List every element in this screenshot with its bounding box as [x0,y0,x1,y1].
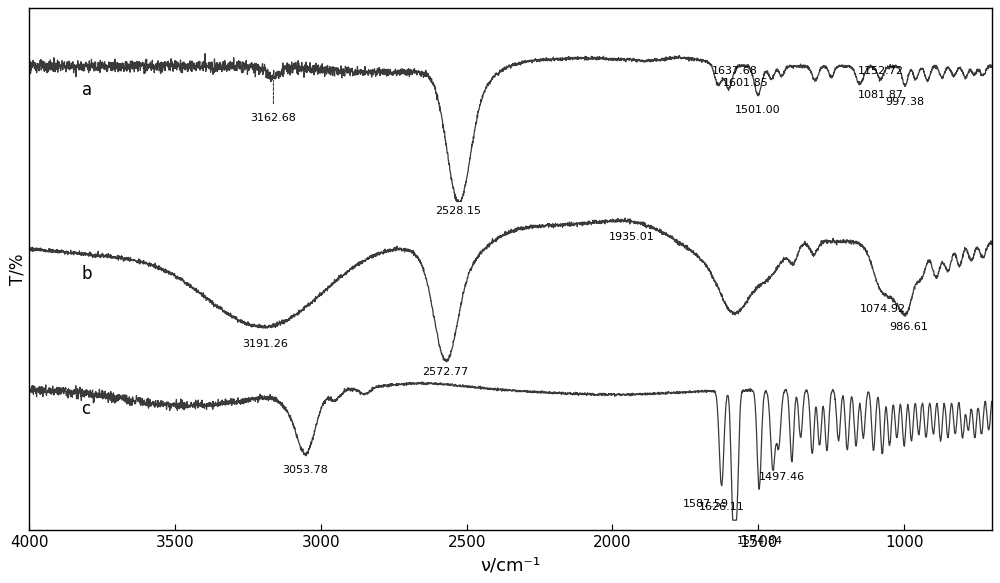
Text: 1501.00: 1501.00 [735,105,781,115]
Text: a: a [82,81,92,99]
Text: 2572.77: 2572.77 [423,367,469,377]
Text: 1074.92: 1074.92 [860,304,906,314]
Text: 1152.72: 1152.72 [857,66,903,76]
Text: 3053.78: 3053.78 [282,465,328,475]
Text: 1935.01: 1935.01 [609,233,654,243]
Text: 1626.11: 1626.11 [699,502,744,512]
Text: 1587.59: 1587.59 [683,500,729,510]
Text: 2528.15: 2528.15 [435,206,481,216]
Y-axis label: T/%: T/% [8,254,26,285]
Text: c: c [82,400,91,418]
Text: 3191.26: 3191.26 [242,339,288,349]
Text: b: b [82,265,92,283]
Text: 986.61: 986.61 [889,322,928,332]
Text: 1637.68: 1637.68 [712,65,758,76]
X-axis label: ν/cm⁻¹: ν/cm⁻¹ [480,557,541,575]
Text: 3162.68: 3162.68 [250,113,296,123]
Text: 1497.46: 1497.46 [759,472,805,482]
Text: 1601.85: 1601.85 [723,78,769,87]
Text: 1081.87: 1081.87 [858,90,904,100]
Text: 997.38: 997.38 [885,97,925,107]
Text: 1574.84: 1574.84 [737,536,783,546]
